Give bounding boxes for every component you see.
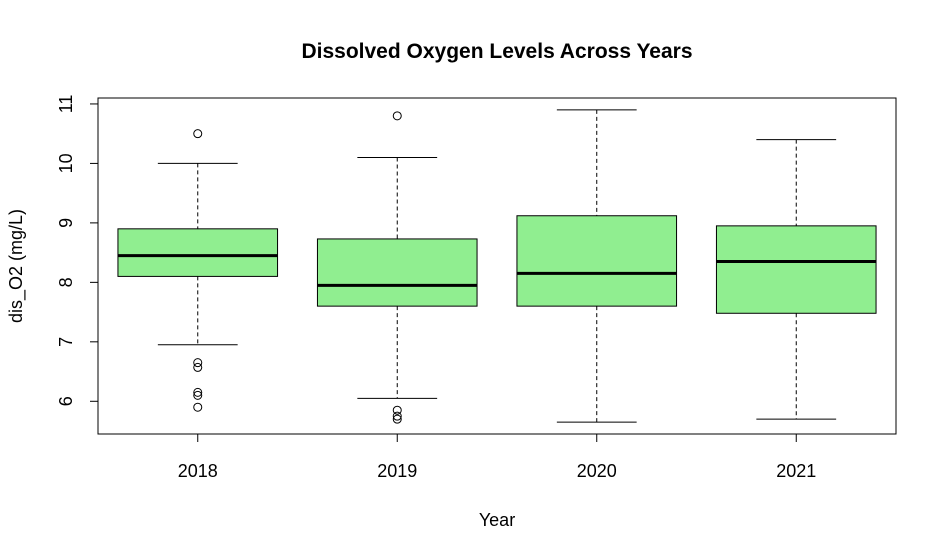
outlier-point: [193, 129, 203, 139]
box-2018: [117, 129, 279, 412]
y-tick-label: 11: [56, 95, 76, 114]
x-tick-label: 2021: [776, 461, 816, 481]
y-axis-label: dis_O2 (mg/L): [6, 209, 27, 323]
x-axis-label: Year: [479, 510, 515, 530]
box-2021: [715, 139, 877, 420]
outlier-point: [193, 402, 203, 412]
outlier-point: [392, 414, 402, 424]
x-tick-label: 2020: [577, 461, 617, 481]
iqr-box: [715, 225, 877, 314]
x-tick-label: 2019: [377, 461, 417, 481]
outlier-point: [392, 405, 402, 415]
y-tick-label: 8: [56, 277, 76, 287]
outlier-point: [392, 111, 402, 121]
x-tick-label: 2018: [178, 461, 218, 481]
box-2019: [316, 111, 478, 424]
boxes-group: [117, 109, 877, 424]
y-tick-label: 10: [56, 153, 76, 173]
y-tick-label: 7: [56, 337, 76, 347]
outlier-point: [193, 362, 203, 372]
x-axis: 2018 2019 2020 2021: [178, 433, 816, 481]
y-axis: 6 7 8 9 10 11: [56, 95, 99, 406]
outlier-point: [193, 358, 203, 368]
iqr-box: [316, 238, 478, 307]
iqr-box: [117, 228, 279, 277]
box-2020: [516, 109, 678, 423]
y-tick-label: 9: [56, 218, 76, 228]
outlier-point: [193, 390, 203, 400]
iqr-box: [516, 215, 678, 307]
chart-title: Dissolved Oxygen Levels Across Years: [301, 40, 692, 63]
outlier-point: [392, 411, 402, 421]
outlier-point: [193, 387, 203, 397]
y-tick-label: 6: [56, 396, 76, 406]
